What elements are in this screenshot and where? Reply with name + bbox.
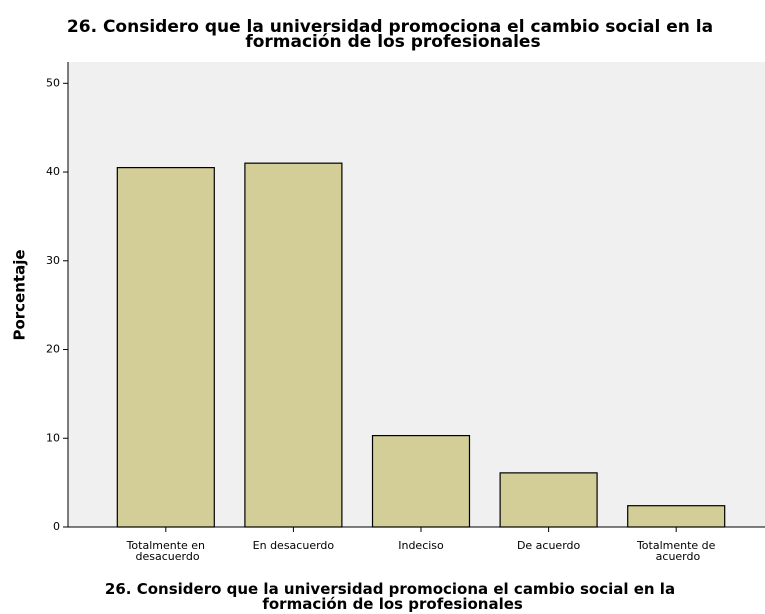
bar xyxy=(627,505,726,528)
chart-title: 26. Considero que la universidad promoci… xyxy=(67,17,713,52)
y-tick-label: 30 xyxy=(46,254,60,267)
y-axis-title: Porcentaje xyxy=(11,249,29,340)
y-tick-label: 0 xyxy=(53,520,60,533)
y-tick-label: 10 xyxy=(46,431,60,444)
bar xyxy=(244,162,343,528)
y-tick-label: 40 xyxy=(46,165,60,178)
x-tick-label: Totalmente en desacuerdo xyxy=(126,539,205,563)
bar xyxy=(116,167,215,528)
x-tick-label: Totalmente de acuerdo xyxy=(636,539,716,563)
x-tick-label: En desacuerdo xyxy=(253,539,335,552)
x-tick-label: Indeciso xyxy=(398,539,444,552)
bar xyxy=(499,472,598,528)
x-tick-label: De acuerdo xyxy=(517,539,581,552)
x-axis-title: 26. Considero que la universidad promoci… xyxy=(105,580,675,613)
bar xyxy=(371,434,471,528)
y-tick-label: 50 xyxy=(46,76,60,89)
y-tick-label: 20 xyxy=(46,343,60,356)
